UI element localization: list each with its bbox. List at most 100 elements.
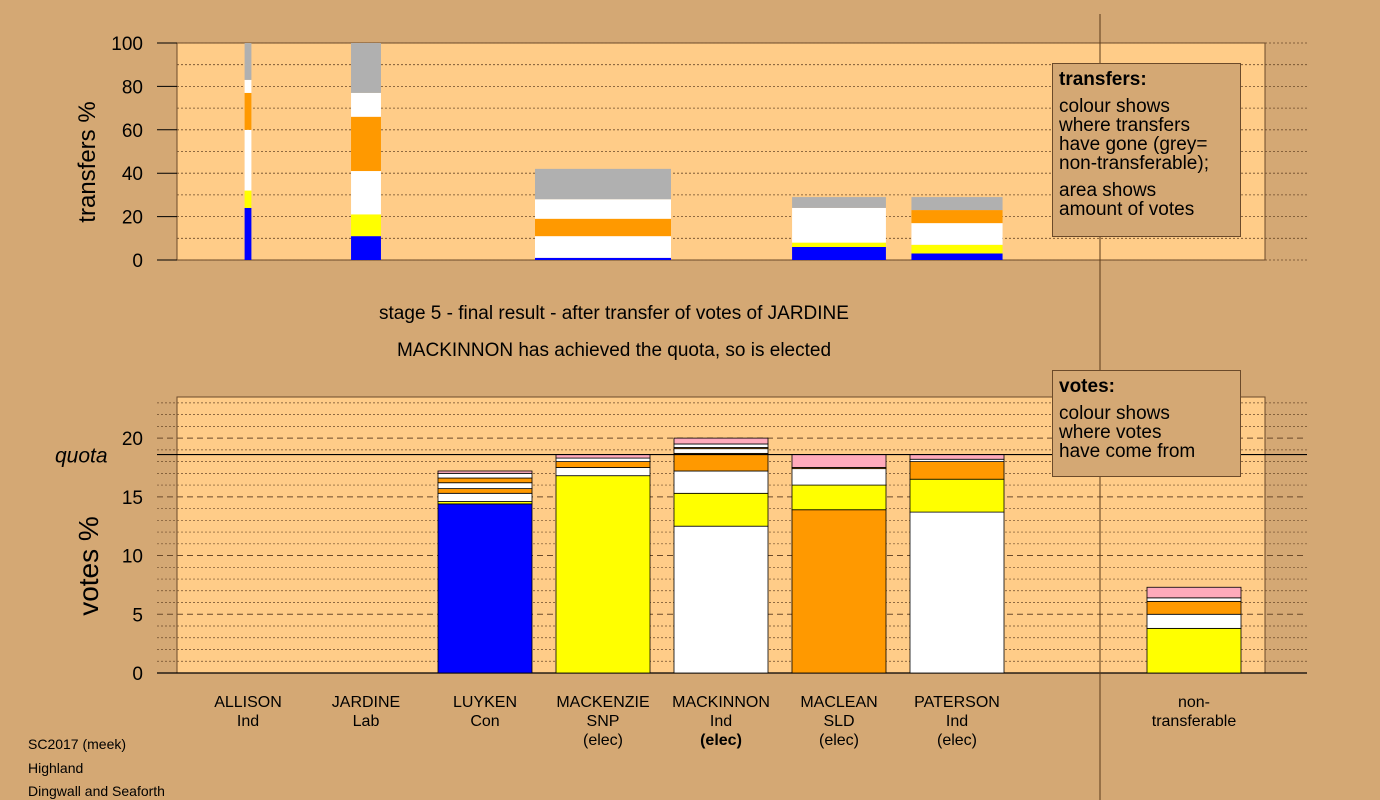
vote-segment [437,470,533,474]
vote-segment [909,511,1005,674]
legend-line: amount of votes [1059,199,1195,220]
candidate-name: ALLISON [214,694,282,711]
transfers-legend: transfers: colour shows where transfers … [1052,63,1241,237]
candidate-party: Ind [237,713,259,730]
transfer-segment [244,79,252,93]
vote-segment [1146,597,1242,602]
transfer-segment [351,236,381,260]
transfer-segment [535,199,671,219]
vote-segment [1146,600,1242,615]
vote-segment [437,488,533,494]
votes-legend: votes: colour shows where votes have com… [1052,370,1241,477]
candidate-party: SLD [823,713,854,730]
vote-segment [673,448,769,454]
vote-segment [1146,613,1242,629]
quota-label: quota [55,445,108,468]
transfer-segment [351,116,381,172]
legend-line: have come from [1059,441,1196,462]
vote-segment [437,482,533,490]
transfer-segment [911,244,1003,254]
candidate-name: LUYKEN [453,694,517,711]
result-heading: MACKINNON has achieved the quota, so is … [396,340,832,361]
candidate-name: JARDINE [332,694,400,711]
votes-y-ticks: 0 5 10 15 20 [122,429,143,685]
transfer-segment [244,207,252,260]
candidate-labels: ALLISON Ind JARDINE Lab LUYKEN Con MACKENZIE SN… [214,694,1236,749]
transfer-segment [535,257,671,260]
transfer-segment [351,171,381,215]
candidate-name: MACKINNON [672,694,770,711]
transfer-segment [911,253,1003,260]
vote-segment [673,492,769,527]
ward-name: Dingwall and Seaforth [28,783,165,799]
y-tick-label: 10 [122,547,143,568]
y-tick-label: 60 [122,121,143,142]
transfer-segment [911,197,1003,211]
vote-segment [909,461,1005,480]
transfer-segment [244,43,252,80]
vote-segment [673,437,769,445]
candidate-party: Con [470,713,499,730]
transfer-segment [911,210,1003,224]
y-tick-label: 15 [122,488,143,509]
transfer-segment [792,207,886,243]
transfer-segment [351,214,381,237]
legend-title: votes: [1059,376,1115,397]
legend-line: have gone (grey= [1059,134,1208,155]
transfer-segment [244,129,252,191]
vote-segment [791,484,887,511]
vote-segment [791,509,887,674]
y-tick-label: 80 [122,77,143,98]
vote-segment [791,468,887,486]
vote-segment [555,461,651,468]
votes-bars [437,437,1242,674]
y-tick-label: 40 [122,164,143,185]
candidate-status: (elec) [937,732,977,749]
candidate-party: SNP [587,713,620,730]
vote-segment [909,454,1005,460]
candidate-name: MACKENZIE [556,694,649,711]
transfer-segment [792,246,886,260]
votes-y-axis-label: votes % [73,516,104,616]
y-tick-label: 0 [132,251,143,272]
vote-segment [437,492,533,502]
election-name: SC2017 (meek) [28,736,127,752]
vote-segment [673,525,769,674]
candidate-status: (elec) [583,732,623,749]
candidate-party: Lab [353,713,380,730]
transfer-segment [911,223,1003,245]
stage-heading: stage 5 - final result - after transfer … [379,303,849,324]
legend-line: non-transferable); [1059,153,1209,174]
vote-segment [1146,627,1242,674]
vote-segment [673,452,769,472]
vote-segment [673,443,769,448]
candidate-name: PATERSON [914,694,1000,711]
transfers-bars [244,43,1003,260]
transfer-segment [351,43,381,93]
vote-segment [1146,586,1242,599]
candidate-status: (elec) [819,732,859,749]
candidate-status: (elec) [700,732,742,749]
transfers-y-ticks: 0 20 40 60 80 100 [111,34,177,272]
transfer-segment [244,92,252,130]
y-tick-label: 0 [132,664,143,685]
vote-segment [555,475,651,674]
vote-segment [909,478,1005,513]
legend-line: colour shows [1059,403,1170,424]
legend-line: colour shows [1059,96,1170,117]
candidate-name: non- [1178,694,1210,711]
vote-segment [437,472,533,479]
vote-segment [673,470,769,494]
vote-segment [555,467,651,477]
vote-segment [791,454,887,468]
candidate-party: Ind [710,713,732,730]
transfer-segment [351,92,381,117]
legend-line: where votes [1059,422,1162,443]
y-tick-label: 20 [122,429,143,450]
transfer-segment [244,190,252,208]
vote-segment [437,503,533,674]
candidate-party: Ind [946,713,968,730]
candidate-name: MACLEAN [800,694,877,711]
y-tick-label: 5 [132,605,143,626]
transfer-segment [792,197,886,208]
